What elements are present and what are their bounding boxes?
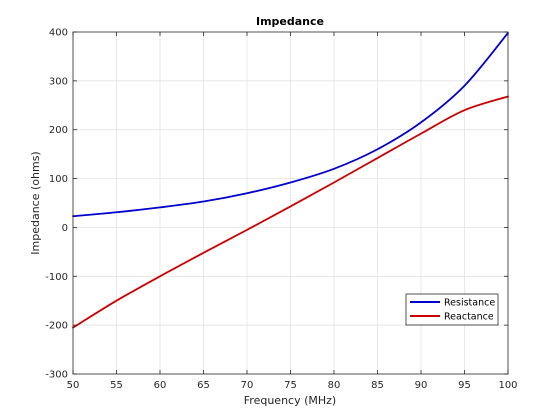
x-tick-label: 65 bbox=[197, 380, 210, 391]
y-tick-label: 200 bbox=[49, 125, 68, 136]
legend-label-reactance: Reactance bbox=[444, 312, 494, 323]
series-line-resistance bbox=[72, 32, 509, 218]
tick-marks bbox=[72, 31, 509, 375]
x-tick-label: 60 bbox=[154, 380, 167, 391]
series-line-reactance bbox=[72, 95, 509, 329]
y-tick-label: -300 bbox=[45, 370, 68, 381]
x-tick-label: 95 bbox=[458, 380, 471, 391]
y-tick-label: 0 bbox=[62, 223, 68, 234]
x-tick-label: 80 bbox=[328, 380, 341, 391]
tick-labels: 50 55 60 65 70 75 80 85 90 95 100 -300 -200 -100 0 100 2… bbox=[45, 28, 517, 392]
y-tick-label: 100 bbox=[49, 174, 68, 185]
x-tick-label: 70 bbox=[241, 380, 254, 391]
x-axis-label: Frequency (MHz) bbox=[244, 394, 336, 407]
x-tick-label: 100 bbox=[498, 380, 517, 391]
x-tick-label: 90 bbox=[415, 380, 428, 391]
x-tick-label: 75 bbox=[284, 380, 297, 391]
y-tick-label: -200 bbox=[45, 321, 68, 332]
legend-box bbox=[405, 293, 499, 326]
y-axis-label: Impedance (ohms) bbox=[29, 151, 42, 254]
x-tick-label: 55 bbox=[110, 380, 123, 391]
legend: Resistance Reactance bbox=[405, 293, 499, 326]
y-tick-label: 300 bbox=[49, 76, 68, 87]
x-tick-label: 50 bbox=[67, 380, 80, 391]
x-tick-label: 85 bbox=[371, 380, 384, 391]
series-layer bbox=[72, 32, 509, 329]
y-tick-label: 400 bbox=[49, 28, 68, 39]
y-tick-label: -100 bbox=[45, 272, 68, 283]
chart-title: Impedance bbox=[256, 15, 324, 28]
legend-label-resistance: Resistance bbox=[444, 298, 495, 309]
